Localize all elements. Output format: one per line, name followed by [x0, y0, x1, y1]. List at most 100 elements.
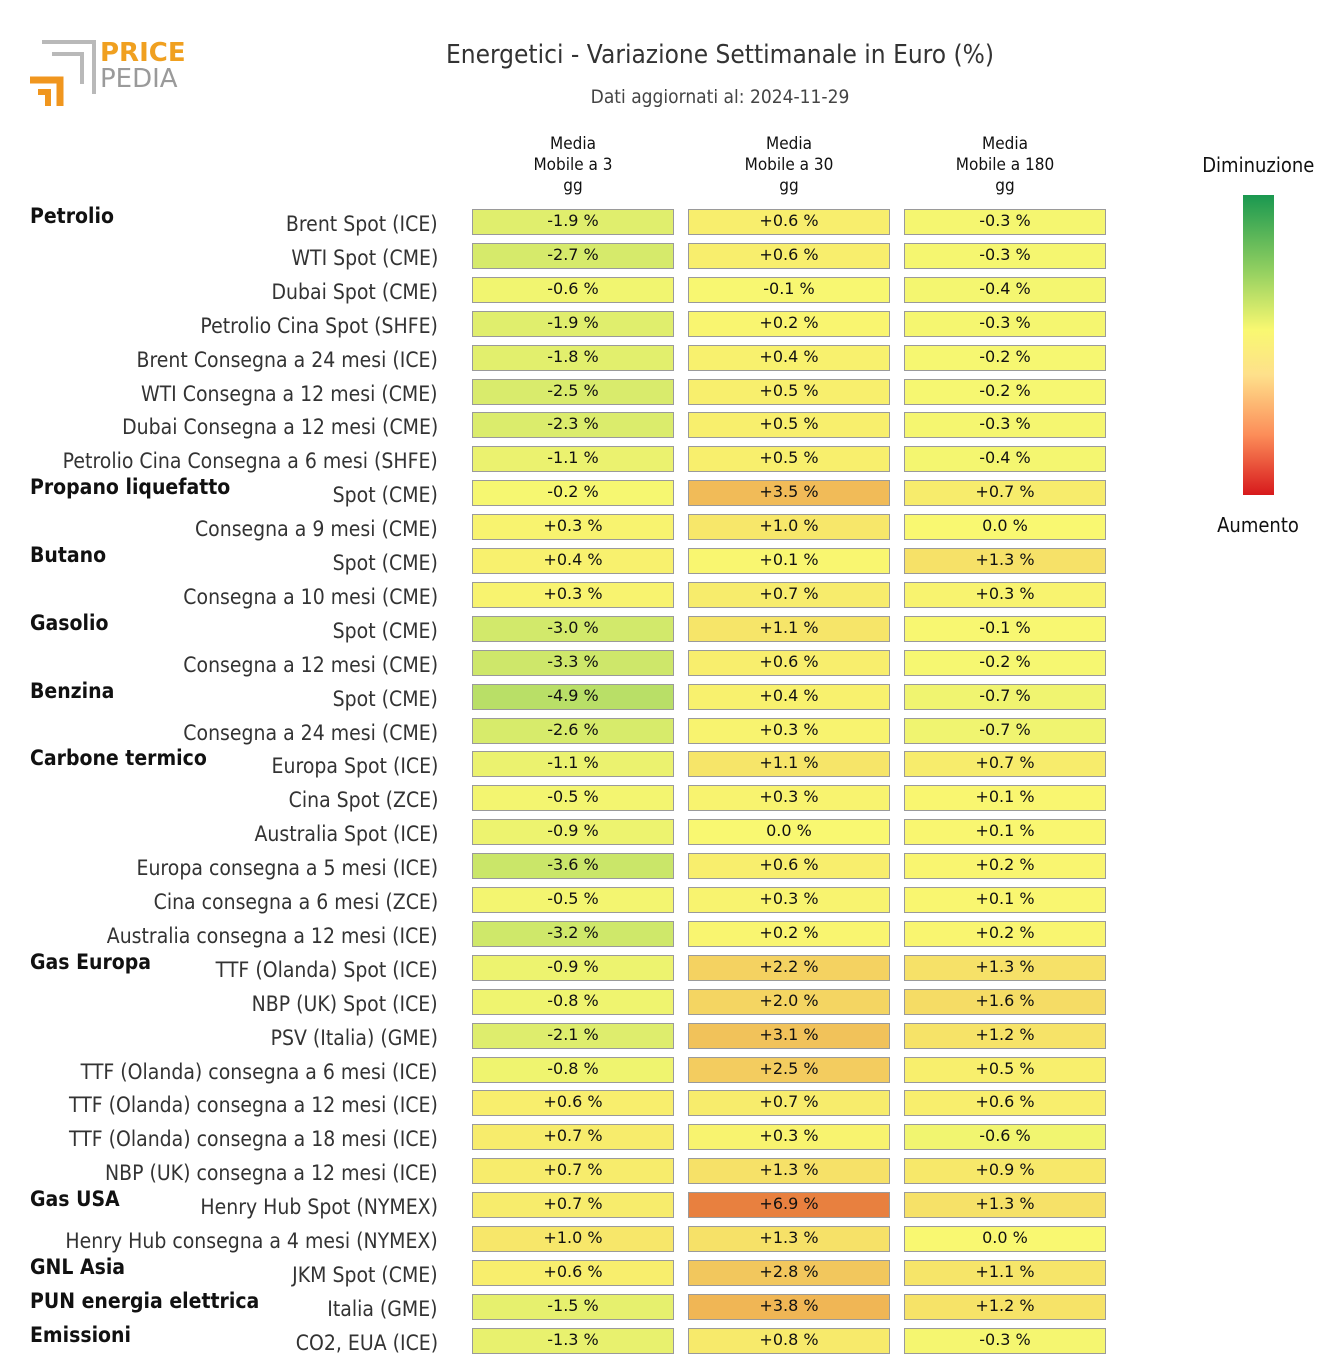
heatmap-cell: +0.6 %	[688, 649, 890, 676]
table-row: Brent Consegna a 24 mesi (ICE) -1.8 % +0.4…	[0, 344, 1140, 379]
heatmap-cell: -0.8 %	[472, 988, 674, 1015]
table-row: WTI Spot (CME) -2.7 % +0.6 % -0.3 %	[0, 242, 1140, 277]
heatmap-cell: -3.2 %	[472, 920, 674, 947]
heatmap-cell: -0.4 %	[904, 276, 1106, 303]
category-label: Butano	[30, 543, 107, 567]
heatmap-cell: -0.1 %	[688, 276, 890, 303]
heatmap-cell: +0.5 %	[688, 412, 890, 439]
heatmap-cell: +0.2 %	[688, 920, 890, 947]
heatmap-cell: +3.5 %	[688, 480, 890, 507]
table-row: Gasolio Spot (CME) -3.0 % +1.1 % -0.1 %	[0, 611, 1140, 650]
heatmap-cell: +0.3 %	[688, 717, 890, 744]
table-row: Cina Spot (ZCE) -0.5 % +0.3 % +0.1 %	[0, 785, 1140, 819]
category-label: Carbone termico	[30, 746, 207, 771]
heatmap-cell: +0.6 %	[472, 1090, 674, 1117]
heatmap-cell: -0.4 %	[904, 446, 1106, 473]
heatmap-cell: -0.3 %	[904, 412, 1106, 439]
table-row: Benzina Spot (CME) -4.9 % +0.4 % -0.7 %	[0, 679, 1140, 718]
heatmap-cell: 0.0 %	[904, 1226, 1106, 1252]
row-label: Henry Hub Spot (NYMEX)	[200, 1195, 438, 1220]
row-label: NBP (UK) Spot (ICE)	[252, 991, 438, 1016]
row-label: Europa consegna a 5 mesi (ICE)	[136, 856, 438, 881]
heatmap-cell: -2.7 %	[472, 242, 674, 269]
heatmap-cell: +1.0 %	[472, 1226, 674, 1252]
heatmap-cell: +0.7 %	[472, 1124, 674, 1151]
heatmap-cell: -1.1 %	[472, 751, 674, 778]
table-row: Gas USA Henry Hub Spot (NYMEX) +0.7 % +6.9 …	[0, 1187, 1140, 1226]
heatmap-cell: +0.7 %	[904, 480, 1106, 507]
table-row: Petrolio Cina Consegna a 6 mesi (SHFE) -1…	[0, 446, 1140, 480]
heatmap-cell: -0.2 %	[904, 378, 1106, 405]
heatmap-cell: +0.1 %	[904, 785, 1106, 812]
heatmap-cell: -0.3 %	[904, 242, 1106, 269]
heatmap-cell: +2.5 %	[688, 1056, 890, 1083]
category-label: Propano liquefatto	[30, 475, 231, 500]
heatmap-cell: +0.3 %	[904, 581, 1106, 608]
heatmap-cell: +0.5 %	[904, 1056, 1106, 1083]
category-label: PUN energia elettrica	[30, 1288, 260, 1313]
heatmap-cell: +0.2 %	[688, 310, 890, 337]
heatmap-cell: +1.6 %	[904, 988, 1106, 1015]
heatmap-cell: +0.9 %	[904, 1158, 1106, 1185]
heatmap-cell: +0.3 %	[688, 1124, 890, 1151]
heatmap-cell: +1.3 %	[904, 1192, 1106, 1219]
row-label: CO2, EUA (ICE)	[295, 1330, 438, 1355]
row-label: TTF (Olanda) Spot (ICE)	[215, 957, 438, 982]
heatmap-cell: +0.1 %	[688, 548, 890, 574]
heatmap-cell: -2.1 %	[472, 1022, 674, 1049]
heatmap-cell: -0.6 %	[472, 276, 674, 303]
table-row: Australia Spot (ICE) -0.9 % 0.0 % +0.1 %	[0, 819, 1140, 853]
row-label: Consegna a 12 mesi (CME)	[183, 652, 438, 677]
table-row: Dubai Consegna a 12 mesi (CME) -2.3 % +0.5…	[0, 412, 1140, 446]
heatmap-cell: +1.3 %	[688, 1226, 890, 1252]
table-row: Petrolio Cina Spot (SHFE) -1.9 % +0.2 % -0.…	[0, 310, 1140, 345]
heatmap-cell: +0.7 %	[472, 1192, 674, 1219]
table-row: NBP (UK) consegna a 12 mesi (ICE) +0.7 % +…	[0, 1158, 1140, 1192]
heatmap-cell: +2.0 %	[688, 988, 890, 1015]
row-label: NBP (UK) consegna a 12 mesi (ICE)	[105, 1161, 438, 1186]
heatmap-cell: 0.0 %	[688, 819, 890, 846]
row-label: Brent Consegna a 24 mesi (ICE)	[136, 347, 438, 372]
table-row: Dubai Spot (CME) -0.6 % -0.1 % -0.4 %	[0, 276, 1140, 311]
table-row: Consegna a 10 mesi (CME) +0.3 % +0.7 % +0.3…	[0, 581, 1140, 616]
heatmap-cell: -0.2 %	[472, 480, 674, 507]
heatmap-cell: -3.3 %	[472, 649, 674, 676]
table-row: PSV (Italia) (GME) -2.1 % +3.1 % +1.2 %	[0, 1022, 1140, 1057]
heatmap-cell: +1.3 %	[688, 1158, 890, 1185]
row-label: JKM Spot (CME)	[292, 1262, 438, 1287]
heatmap-cell: +3.8 %	[688, 1293, 890, 1320]
heatmap-cell: -0.6 %	[904, 1124, 1106, 1151]
table-row: TTF (Olanda) consegna a 6 mesi (ICE) -0.8…	[0, 1056, 1140, 1091]
heatmap-cell: +0.1 %	[904, 887, 1106, 913]
row-label: Consegna a 9 mesi (CME)	[195, 517, 438, 542]
table-row: Butano Spot (CME) +0.4 % +0.1 % +1.3 %	[0, 543, 1140, 582]
heatmap-cell: +2.2 %	[688, 954, 890, 981]
row-label: Consegna a 24 mesi (CME)	[183, 720, 438, 745]
heatmap-cell: +0.3 %	[472, 581, 674, 608]
heatmap-cell: -0.9 %	[472, 954, 674, 981]
category-label: GNL Asia	[30, 1254, 126, 1279]
heatmap-cell: -0.8 %	[472, 1056, 674, 1083]
table-row: Consegna a 12 mesi (CME) -3.3 % +0.6 % -0.2…	[0, 649, 1140, 684]
heatmap-cell: +1.2 %	[904, 1022, 1106, 1049]
row-label: Consegna a 10 mesi (CME)	[183, 584, 438, 609]
heatmap-cell: +0.4 %	[688, 344, 890, 371]
row-label: Australia Spot (ICE)	[253, 822, 438, 847]
table-row: TTF (Olanda) consegna a 18 mesi (ICE) +0.…	[0, 1124, 1140, 1158]
heatmap-cell: -2.5 %	[472, 378, 674, 405]
logo-text-price: PRICE	[100, 38, 186, 68]
heatmap-cell: +0.6 %	[904, 1090, 1106, 1117]
heatmap-cell: +0.7 %	[904, 751, 1106, 778]
row-label: Henry Hub consegna a 4 mesi (NYMEX)	[65, 1229, 438, 1253]
table-row: Henry Hub consegna a 4 mesi (NYMEX) +1.0 …	[0, 1226, 1140, 1260]
heatmap-cell: -4.9 %	[472, 683, 674, 710]
category-label: Gas Europa	[30, 949, 152, 974]
row-label: WTI Consegna a 12 mesi (CME)	[141, 381, 438, 406]
row-label: Cina consegna a 6 mesi (ZCE)	[153, 890, 438, 914]
row-label: Spot (CME)	[332, 483, 438, 508]
table-row: NBP (UK) Spot (ICE) -0.8 % +2.0 % +1.6 %	[0, 988, 1140, 1023]
heatmap-cell: +0.5 %	[688, 378, 890, 405]
logo-text-pedia: PEDIA	[100, 64, 178, 94]
heatmap-cell: -0.2 %	[904, 344, 1106, 371]
heatmap-cell: +0.2 %	[904, 853, 1106, 880]
